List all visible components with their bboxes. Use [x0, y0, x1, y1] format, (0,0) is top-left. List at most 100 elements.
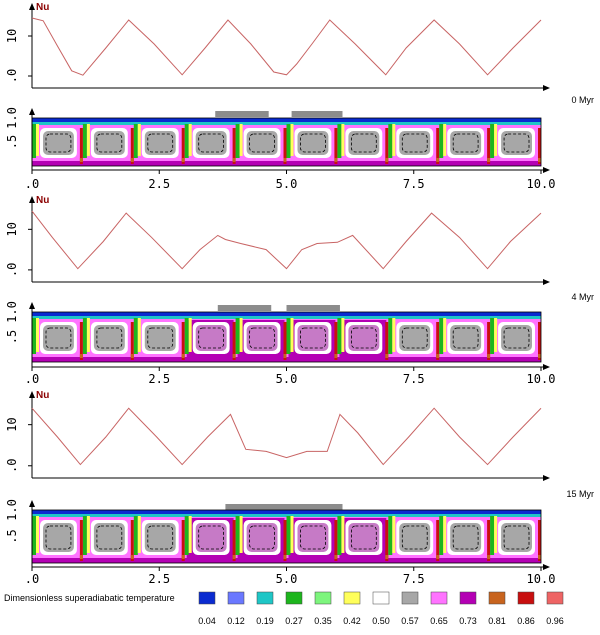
cell-upwelling-base	[334, 158, 338, 162]
cold-top-layer	[32, 118, 541, 122]
cell-upwelling-base	[538, 354, 541, 358]
cell-edge-warm	[239, 318, 243, 352]
x-tick-label: 2.5	[148, 177, 170, 191]
cell-streamline	[147, 327, 174, 349]
convection-cell	[184, 124, 236, 164]
cell-edge-warm	[36, 124, 39, 156]
cell-edge-warm	[392, 318, 396, 352]
cell-edge-warm	[86, 124, 90, 156]
cell-edge-warm	[137, 124, 141, 156]
cell-edge-warm	[494, 318, 498, 352]
cell-streamline	[300, 327, 326, 349]
cell-core	[144, 131, 176, 155]
cell-core	[399, 325, 431, 351]
cell-streamline	[452, 133, 479, 153]
temperature-field	[31, 311, 542, 363]
legend-value: 0.19	[256, 616, 274, 626]
cell-streamline	[503, 525, 530, 550]
nu-tick-label: .0	[5, 69, 19, 83]
legend-value: 0.65	[430, 616, 448, 626]
convection-cell	[32, 124, 83, 164]
x-tick-label: 10.0	[527, 177, 556, 191]
cell-edge-warm	[137, 318, 141, 352]
cell-upwelling-base	[181, 555, 185, 559]
convection-cell	[82, 124, 134, 164]
cell-upwelling	[130, 520, 134, 561]
cell-upwelling-base	[283, 354, 287, 358]
convection-cell	[286, 124, 338, 164]
cell-upwelling	[232, 322, 236, 360]
cell-edge-warm	[392, 124, 396, 156]
cell-edge-warm	[443, 516, 447, 553]
cell-upwelling-base	[538, 555, 541, 559]
cell-upwelling-base	[232, 555, 236, 559]
convection-cell	[490, 124, 541, 164]
field-tick-label: 1.0	[5, 107, 19, 129]
plate-0	[215, 111, 269, 117]
cell-upwelling-base	[385, 555, 389, 559]
cell-upwelling	[79, 322, 83, 360]
nu-series-line	[31, 407, 542, 466]
cell-core	[195, 523, 227, 552]
convection-cell	[490, 516, 541, 561]
cell-core	[195, 325, 227, 351]
cell-core	[144, 325, 176, 351]
cell-upwelling	[232, 128, 236, 164]
legend-value: 0.86	[517, 616, 535, 626]
cell-upwelling	[283, 322, 287, 360]
cell-edge-cold	[235, 318, 240, 354]
cell-upwelling	[538, 128, 541, 164]
cell-core	[501, 325, 532, 351]
cell-streamline	[45, 133, 72, 153]
x-tick-label: .0	[25, 372, 39, 386]
cell-core	[297, 131, 329, 155]
cell-edge-warm	[188, 124, 192, 156]
legend-swatch	[314, 591, 332, 605]
cell-streamline	[147, 133, 174, 153]
cell-edge-warm	[290, 516, 294, 553]
cell-upwelling-base	[130, 354, 134, 358]
convection-cell	[235, 318, 287, 360]
legend-value: 0.73	[459, 616, 477, 626]
cell-streamline	[350, 133, 377, 153]
cell-streamline	[300, 525, 326, 550]
convection-cell	[133, 124, 185, 164]
legend-swatch	[343, 591, 361, 605]
cell-streamline	[198, 133, 224, 153]
cell-edge-cold	[439, 318, 444, 354]
cell-edge-warm	[188, 516, 192, 553]
cell-edge-warm	[86, 516, 90, 553]
cell-edge-warm	[341, 124, 345, 156]
nu-series-line	[31, 210, 542, 270]
cell-streamline	[452, 327, 479, 349]
cell-upwelling	[130, 322, 134, 360]
cell-edge-cold	[439, 516, 444, 555]
cell-streamline	[300, 133, 326, 153]
legend-value: 0.12	[227, 616, 245, 626]
convection-cell	[82, 516, 134, 561]
x-tick-label: 2.5	[148, 372, 170, 386]
cell-edge-cold	[82, 124, 87, 158]
cell-core	[399, 523, 431, 552]
cell-edge-cold	[32, 516, 36, 555]
cell-streamline	[96, 525, 123, 550]
cell-core	[297, 523, 329, 552]
legend-swatch	[459, 591, 477, 605]
cell-upwelling	[334, 322, 338, 360]
cell-core	[348, 325, 380, 351]
cell-edge-cold	[490, 318, 495, 354]
cell-streamline	[401, 525, 428, 550]
cell-upwelling	[538, 520, 541, 561]
cell-upwelling	[436, 322, 440, 360]
cell-edge-cold	[490, 124, 495, 158]
cell-core	[93, 131, 125, 155]
cell-edge-warm	[494, 516, 498, 553]
legend: Dimensionless superadiabatic temperature…	[4, 591, 564, 626]
cell-edge-warm	[239, 124, 243, 156]
cell-streamline	[401, 327, 428, 349]
cell-upwelling-base	[487, 158, 491, 162]
cell-edge-cold	[337, 124, 342, 158]
convection-cell	[184, 516, 236, 561]
convection-cell	[337, 516, 389, 561]
cell-upwelling-base	[232, 158, 236, 162]
